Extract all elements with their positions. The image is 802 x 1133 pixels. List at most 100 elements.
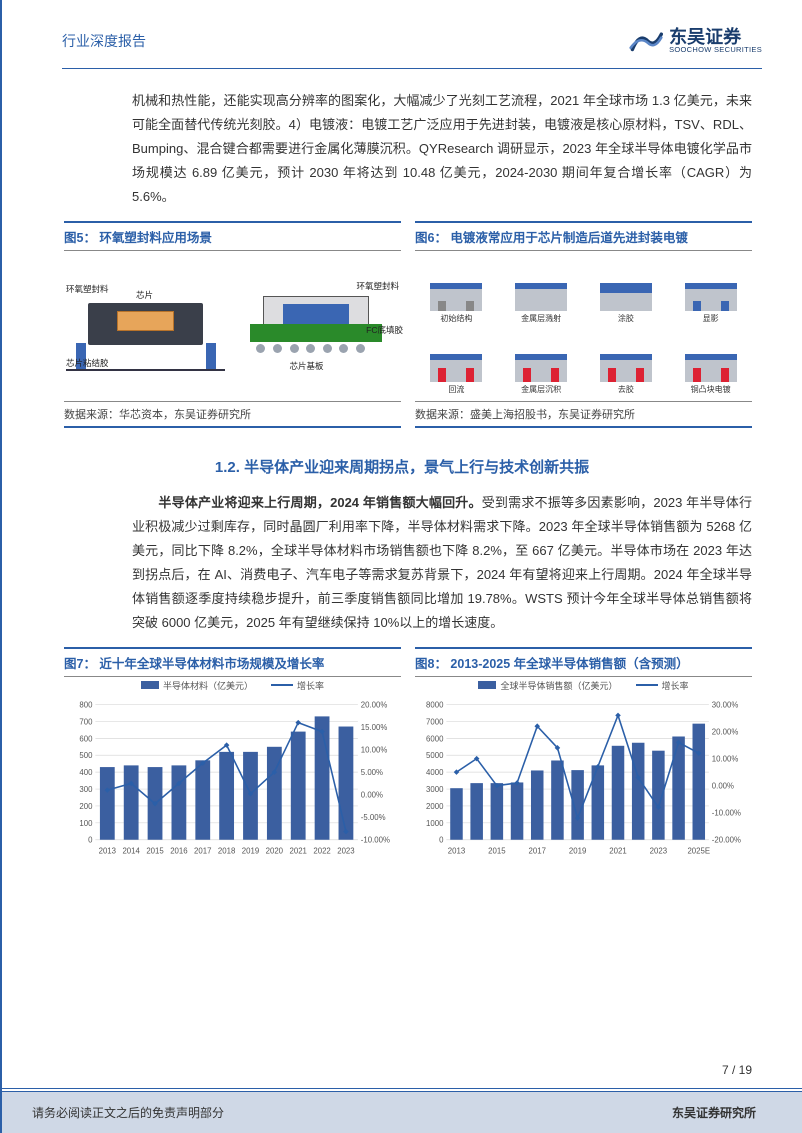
svg-text:2023: 2023 bbox=[650, 846, 668, 855]
figure-5: 图5： 环氧塑封料应用场景 环氧塑封料 芯片 芯片粘结胶 环氧塑封料 FC底填胶… bbox=[64, 221, 401, 428]
svg-text:-10.00%: -10.00% bbox=[712, 808, 741, 817]
figure-8-legend: 全球半导体销售额（亿美元） 增长率 bbox=[417, 679, 750, 692]
fig5-label-emc2: 环氧塑封料 bbox=[356, 280, 399, 292]
figure-7-chart: 0 100 200 300 400 500 600 700 800 -10.00% -5.00% 0.… bbox=[66, 694, 399, 864]
svg-text:10.00%: 10.00% bbox=[361, 745, 388, 754]
svg-text:2013: 2013 bbox=[99, 846, 117, 855]
svg-text:6000: 6000 bbox=[426, 734, 444, 743]
fig6-step-6: 金属层沉积 bbox=[521, 384, 561, 395]
figure-6-source: 数据来源：盛美上海招股书，东吴证券研究所 bbox=[415, 401, 752, 428]
svg-text:-20.00%: -20.00% bbox=[712, 835, 741, 844]
fig6-step-8: 铜凸块电镀 bbox=[691, 384, 731, 395]
figure-6: 图6： 电镀液常应用于芯片制造后道先进封装电镀 初始结构 金属层溅射 涂胶 显影… bbox=[415, 221, 752, 428]
svg-text:200: 200 bbox=[79, 801, 93, 810]
svg-text:2015: 2015 bbox=[146, 846, 164, 855]
fig6-step-1: 初始结构 bbox=[440, 313, 472, 324]
figure-7-legend: 半导体材料（亿美元） 增长率 bbox=[66, 679, 399, 692]
figure-6-title: 图6： 电镀液常应用于芯片制造后道先进封装电镀 bbox=[415, 221, 752, 251]
svg-text:2023: 2023 bbox=[337, 846, 355, 855]
figure-7: 图7： 近十年全球半导体材料市场规模及增长率 半导体材料（亿美元） 增长率 01… bbox=[64, 647, 401, 867]
figure-5-source: 数据来源：华芯资本，东吴证券研究所 bbox=[64, 401, 401, 428]
svg-text:-5.00%: -5.00% bbox=[361, 813, 386, 822]
logo-name-en: SOOCHOW SECURITIES bbox=[669, 46, 762, 54]
page-header: 行业深度报告 东吴证券 SOOCHOW SECURITIES bbox=[2, 0, 802, 64]
fig5-label-adhesive: 芯片粘结胶 bbox=[66, 357, 109, 369]
figure-8-chart: 0 1000 2000 3000 4000 5000 6000 7000 8000 -20.00%… bbox=[417, 694, 750, 864]
report-type: 行业深度报告 bbox=[62, 31, 146, 51]
svg-text:0: 0 bbox=[439, 835, 444, 844]
svg-text:1000: 1000 bbox=[426, 818, 444, 827]
svg-text:100: 100 bbox=[79, 818, 93, 827]
fig6-step-5: 回流 bbox=[448, 384, 464, 395]
figure-5-title: 图5： 环氧塑封料应用场景 bbox=[64, 221, 401, 251]
section-1-2-title: 1.2. 半导体产业迎来周期拐点，景气上行与技术创新共振 bbox=[2, 456, 802, 477]
svg-text:8000: 8000 bbox=[426, 700, 444, 709]
svg-text:2020: 2020 bbox=[266, 846, 284, 855]
fig6-step-2: 金属层溅射 bbox=[521, 313, 561, 324]
figure-row-5-6: 图5： 环氧塑封料应用场景 环氧塑封料 芯片 芯片粘结胶 环氧塑封料 FC底填胶… bbox=[64, 221, 752, 428]
svg-text:0.00%: 0.00% bbox=[361, 790, 383, 799]
svg-text:2018: 2018 bbox=[218, 846, 236, 855]
figure-8-title: 图8： 2013-2025 年全球半导体销售额（含预测） bbox=[415, 647, 752, 677]
svg-text:2017: 2017 bbox=[529, 846, 546, 855]
svg-text:15.00%: 15.00% bbox=[361, 723, 388, 732]
svg-text:7000: 7000 bbox=[426, 717, 444, 726]
svg-text:20.00%: 20.00% bbox=[361, 700, 388, 709]
body-paragraph-2: 半导体产业将迎来上行周期，2024 年销售额大幅回升。受到需求不振等多因素影响，… bbox=[132, 491, 752, 635]
logo-icon bbox=[629, 29, 663, 53]
figure-8: 图8： 2013-2025 年全球半导体销售额（含预测） 全球半导体销售额（亿美… bbox=[415, 647, 752, 867]
fig5-bga-diagram: 环氧塑封料 FC底填胶 芯片基板 bbox=[233, 276, 399, 376]
svg-text:2019: 2019 bbox=[569, 846, 586, 855]
figure-row-7-8: 图7： 近十年全球半导体材料市场规模及增长率 半导体材料（亿美元） 增长率 01… bbox=[64, 647, 752, 867]
svg-text:5000: 5000 bbox=[426, 751, 444, 760]
svg-text:0: 0 bbox=[88, 835, 93, 844]
footer-disclaimer: 请务必阅读正文之后的免责声明部分 bbox=[32, 1104, 224, 1121]
fig5-label-underfill: FC底填胶 bbox=[366, 324, 403, 336]
svg-text:0.00%: 0.00% bbox=[712, 781, 734, 790]
figure-5-canvas: 环氧塑封料 芯片 芯片粘结胶 环氧塑封料 FC底填胶 芯片基板 bbox=[64, 251, 401, 401]
figure-8-canvas: 全球半导体销售额（亿美元） 增长率 0 1000 2000 3000 4000 5000 6… bbox=[415, 677, 752, 867]
fig5-label-chip: 芯片 bbox=[136, 289, 153, 301]
svg-text:2015: 2015 bbox=[488, 846, 506, 855]
svg-text:3000: 3000 bbox=[426, 784, 444, 793]
svg-text:20.00%: 20.00% bbox=[712, 727, 739, 736]
fig6-step-7: 去胶 bbox=[618, 384, 634, 395]
body-paragraph-1: 机械和热性能，还能实现高分辨率的图案化，大幅减少了光刻工艺流程，2021 年全球… bbox=[132, 89, 752, 209]
svg-text:2025E: 2025E bbox=[687, 846, 710, 855]
fig8-legend-line: 增长率 bbox=[662, 679, 689, 692]
svg-text:700: 700 bbox=[79, 717, 93, 726]
svg-text:2021: 2021 bbox=[609, 846, 626, 855]
svg-text:2019: 2019 bbox=[242, 846, 259, 855]
fig6-step-3: 涂胶 bbox=[618, 313, 634, 324]
svg-text:500: 500 bbox=[79, 751, 93, 760]
fig7-legend-line: 增长率 bbox=[297, 679, 324, 692]
svg-text:-10.00%: -10.00% bbox=[361, 835, 390, 844]
svg-text:600: 600 bbox=[79, 734, 93, 743]
svg-text:10.00%: 10.00% bbox=[712, 754, 739, 763]
svg-text:4000: 4000 bbox=[426, 768, 444, 777]
svg-text:2017: 2017 bbox=[194, 846, 211, 855]
svg-text:300: 300 bbox=[79, 784, 93, 793]
fig6-process-grid: 初始结构 金属层溅射 涂胶 显影 回流 金属层沉积 去胶 铜凸块电镀 bbox=[417, 257, 750, 395]
page-number: 7 / 19 bbox=[722, 1063, 752, 1077]
fig6-step-4: 显影 bbox=[703, 313, 719, 324]
figure-6-canvas: 初始结构 金属层溅射 涂胶 显影 回流 金属层沉积 去胶 铜凸块电镀 bbox=[415, 251, 752, 401]
footer-institute: 东吴证券研究所 bbox=[672, 1104, 756, 1121]
svg-text:2000: 2000 bbox=[426, 801, 444, 810]
svg-text:5.00%: 5.00% bbox=[361, 768, 383, 777]
company-logo: 东吴证券 SOOCHOW SECURITIES bbox=[629, 28, 762, 54]
fig5-label-emc: 环氧塑封料 bbox=[66, 283, 109, 295]
svg-text:800: 800 bbox=[79, 700, 93, 709]
svg-text:2022: 2022 bbox=[313, 846, 330, 855]
fig7-legend-bar: 半导体材料（亿美元） bbox=[163, 679, 253, 692]
page-footer: 请务必阅读正文之后的免责声明部分 东吴证券研究所 bbox=[2, 1091, 802, 1133]
fig8-legend-bar: 全球半导体销售额（亿美元） bbox=[500, 679, 617, 692]
logo-name-cn: 东吴证券 bbox=[669, 28, 762, 46]
para2-lead: 半导体产业将迎来上行周期，2024 年销售额大幅回升。 bbox=[158, 495, 481, 510]
fig5-label-substrate: 芯片基板 bbox=[290, 360, 324, 372]
fig5-leadframe-diagram: 环氧塑封料 芯片 芯片粘结胶 bbox=[66, 281, 225, 371]
svg-text:2016: 2016 bbox=[170, 846, 188, 855]
svg-text:400: 400 bbox=[79, 768, 93, 777]
svg-text:2021: 2021 bbox=[289, 846, 306, 855]
figure-7-canvas: 半导体材料（亿美元） 增长率 0 100 200 300 400 500 600 700 800… bbox=[64, 677, 401, 867]
